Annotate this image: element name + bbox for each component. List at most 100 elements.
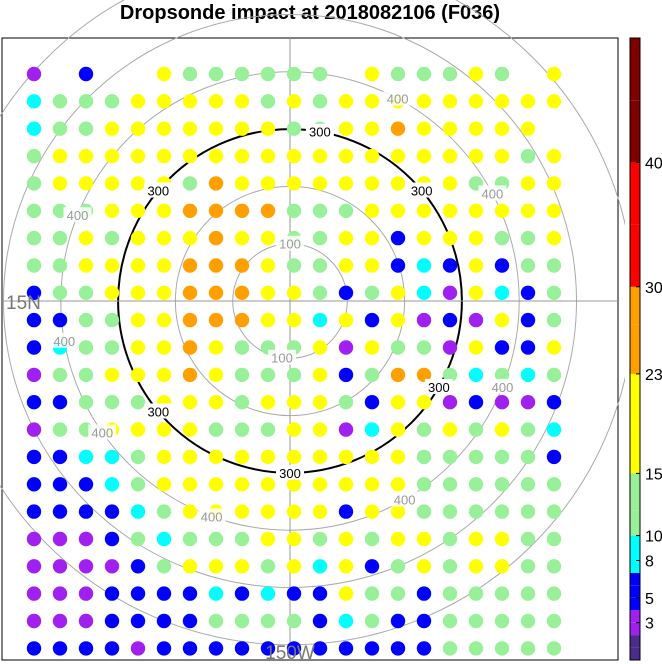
- dropsonde-dot: [416, 367, 432, 383]
- dropsonde-dot: [442, 367, 458, 383]
- dropsonde-dot: [182, 586, 198, 601]
- dropsonde-dot: [208, 449, 224, 465]
- colorbar-segment: [630, 38, 640, 101]
- dropsonde-dot: [130, 340, 146, 355]
- dropsonde-dot: [130, 148, 146, 164]
- dropsonde-dot: [468, 121, 484, 136]
- dropsonde-dot: [442, 94, 458, 109]
- dropsonde-dot: [390, 559, 406, 574]
- dropsonde-dot: [286, 449, 302, 465]
- dropsonde-dot: [26, 258, 42, 273]
- colorbar-segment: [630, 162, 640, 225]
- colorbar-tick-label: 3: [645, 616, 654, 633]
- dropsonde-dot: [520, 422, 536, 437]
- dropsonde-dot: [26, 504, 42, 519]
- dropsonde-dot: [364, 559, 380, 574]
- dropsonde-dot: [78, 66, 94, 82]
- dropsonde-dot: [104, 94, 120, 109]
- dropsonde-dot: [520, 94, 536, 109]
- dropsonde-dot: [286, 422, 302, 437]
- dropsonde-dot: [416, 148, 432, 164]
- dropsonde-dot: [234, 613, 250, 629]
- dropsonde-dot: [52, 559, 68, 574]
- dropsonde-dot: [182, 176, 198, 191]
- dropsonde-dot: [182, 477, 198, 492]
- dropsonde-dot: [338, 531, 354, 547]
- dropsonde-dot: [286, 641, 302, 656]
- dropsonde-dot: [338, 559, 354, 574]
- dropsonde-dot: [390, 367, 406, 383]
- dropsonde-dot: [234, 94, 250, 109]
- dropsonde-dot: [182, 230, 198, 246]
- dropsonde-dot: [442, 121, 458, 136]
- dropsonde-dot: [390, 449, 406, 465]
- dropsonde-dot: [468, 586, 484, 601]
- dropsonde-dot: [338, 641, 354, 656]
- colorbar-tick-label: 10: [645, 529, 662, 546]
- dropsonde-dot: [364, 531, 380, 547]
- dropsonde-dot: [338, 312, 354, 328]
- dropsonde-dot: [520, 230, 536, 246]
- dropsonde-dot: [156, 94, 172, 109]
- contour-label-bg: [268, 349, 297, 365]
- dropsonde-dot: [208, 312, 224, 328]
- dropsonde-dot: [286, 586, 302, 601]
- dropsonde-dot: [312, 449, 328, 465]
- dropsonde-dot: [104, 449, 120, 465]
- contour-label-400: 400: [390, 491, 419, 507]
- dropsonde-dot: [52, 176, 68, 191]
- colorbar-tick-label: 30: [645, 280, 662, 297]
- dropsonde-dot: [208, 559, 224, 574]
- dropsonde-dot: [494, 531, 510, 547]
- dropsonde-dot: [286, 203, 302, 218]
- contour-label-bg: [88, 424, 117, 440]
- dropsonde-dot: [286, 94, 302, 109]
- dropsonde-dot: [234, 422, 250, 437]
- dropsonde-dot: [312, 66, 328, 82]
- dropsonde-dot: [104, 504, 120, 519]
- dropsonde-dot: [130, 121, 146, 136]
- dropsonde-dot: [520, 613, 536, 629]
- contour-label-text: 400: [91, 425, 113, 440]
- colorbar-tick-label: 23: [645, 367, 662, 384]
- dropsonde-dot: [52, 258, 68, 273]
- dropsonde-dot: [260, 504, 276, 519]
- dropsonde-dot: [390, 613, 406, 629]
- contour-label-400: 400: [488, 378, 517, 395]
- dropsonde-dot: [182, 285, 198, 300]
- dropsonde-dot: [26, 367, 42, 383]
- dropsonde-dot: [312, 477, 328, 492]
- dropsonde-dot: [130, 258, 146, 273]
- dropsonde-dot: [442, 176, 458, 191]
- dropsonde-dot: [468, 203, 484, 218]
- dropsonde-dot: [234, 367, 250, 383]
- dropsonde-dot: [416, 121, 432, 136]
- dropsonde-dot: [182, 531, 198, 547]
- colorbar-tick-label: 5: [645, 591, 654, 608]
- dropsonde-dot: [312, 285, 328, 300]
- dropsonde-dot: [364, 641, 380, 656]
- dropsonde-dot: [494, 203, 510, 218]
- dropsonde-dot: [52, 477, 68, 492]
- dropsonde-dot: [286, 176, 302, 191]
- dropsonde-dot: [390, 504, 406, 519]
- dropsonde-dot: [156, 367, 172, 383]
- dropsonde-dots: [26, 66, 562, 656]
- dropsonde-dot: [520, 121, 536, 136]
- dropsonde-dot: [364, 176, 380, 191]
- dropsonde-dot: [182, 340, 198, 355]
- dropsonde-dot: [416, 477, 432, 492]
- dropsonde-dot: [520, 477, 536, 492]
- dropsonde-dot: [208, 258, 224, 273]
- lat-label: 15N: [6, 293, 41, 314]
- dropsonde-dot: [208, 340, 224, 355]
- dropsonde-dot: [182, 559, 198, 574]
- dropsonde-dot: [312, 367, 328, 383]
- dropsonde-dot: [468, 340, 484, 355]
- contour-label-text: 300: [279, 466, 301, 481]
- dropsonde-dot: [442, 449, 458, 465]
- dropsonde-dot: [364, 285, 380, 300]
- dropsonde-dot: [312, 641, 328, 656]
- dropsonde-dot: [494, 367, 510, 383]
- dropsonde-dot: [52, 613, 68, 629]
